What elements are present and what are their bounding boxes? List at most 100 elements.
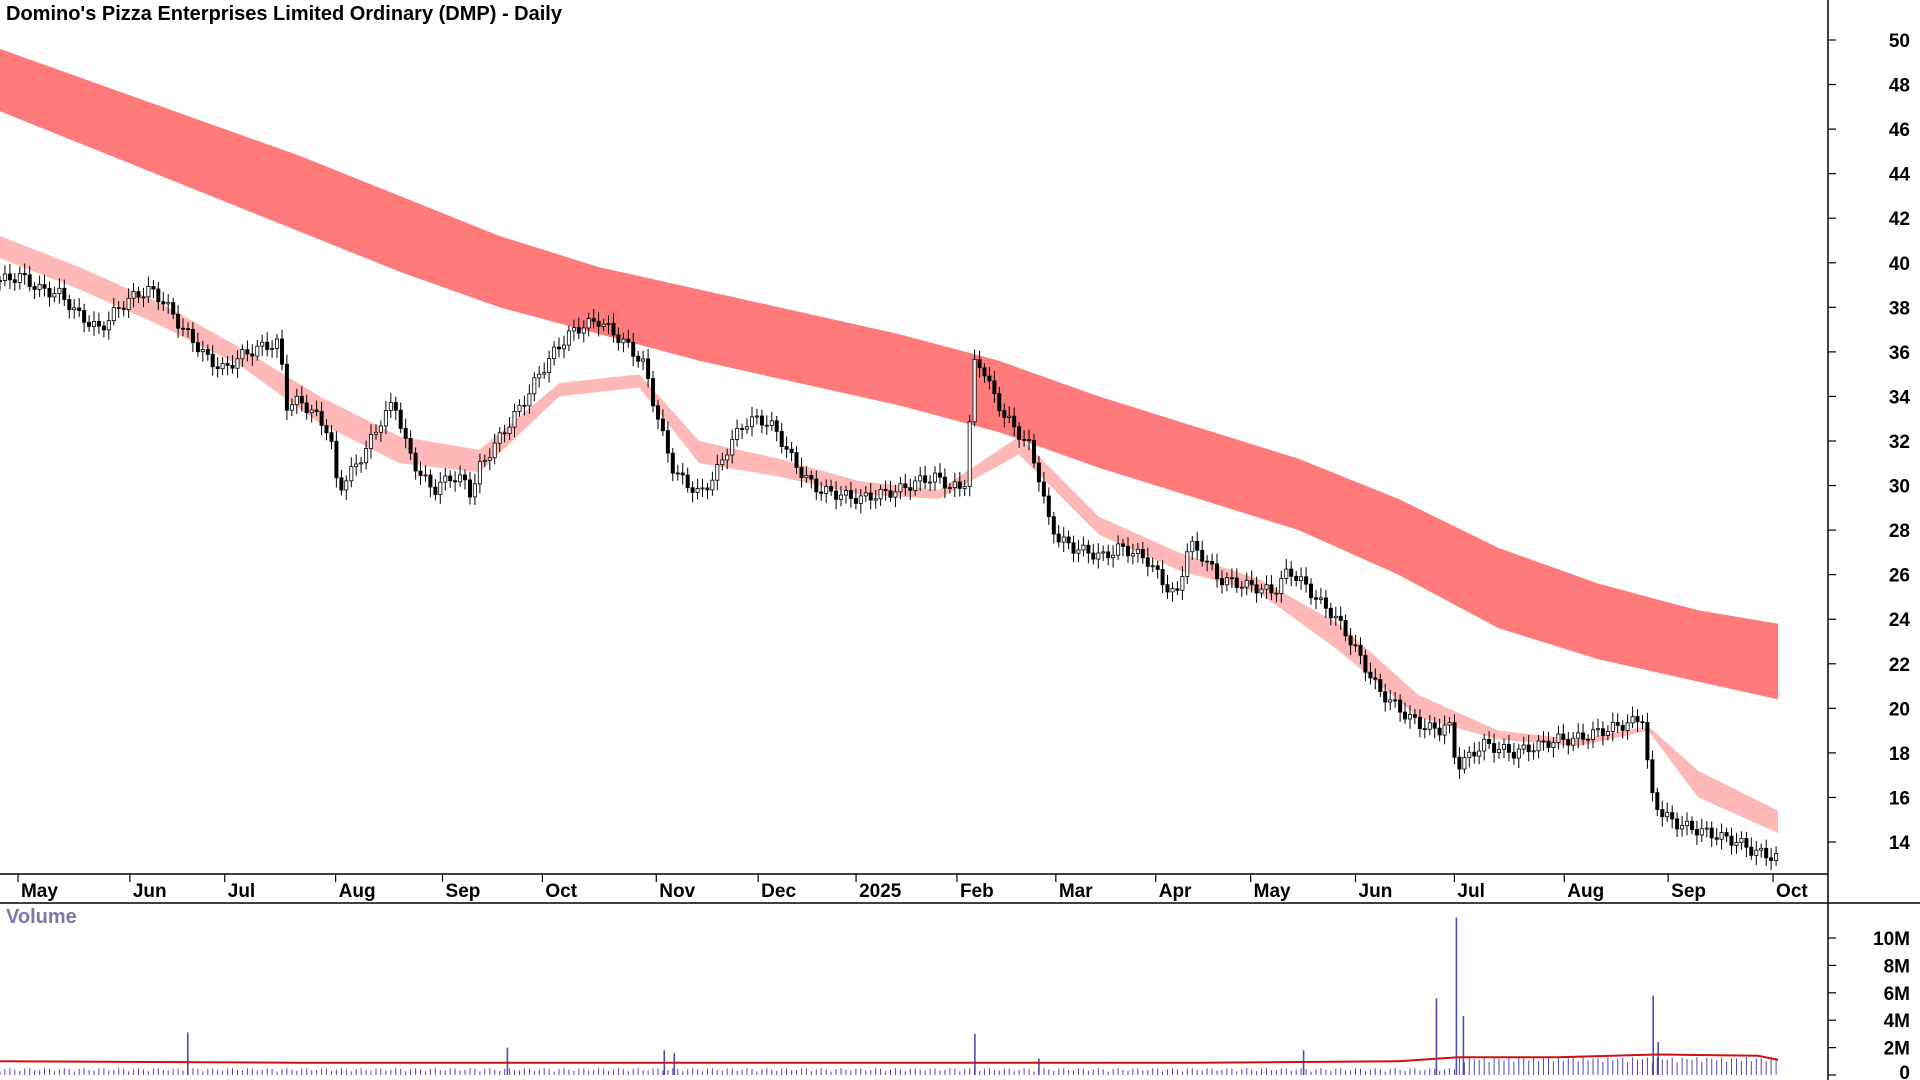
candle [1511, 743, 1516, 765]
candle-body [735, 428, 740, 440]
y-tick-label: 18 [1889, 744, 1910, 765]
candle-body [462, 474, 467, 481]
candle-body [1754, 849, 1759, 856]
candle [1027, 429, 1032, 451]
candle-body [1432, 722, 1437, 729]
candle [462, 469, 467, 490]
candle [1719, 823, 1724, 850]
candle [166, 294, 171, 314]
candle [1185, 543, 1190, 584]
x-tick-label: Nov [659, 881, 695, 902]
y-tick-label: 24 [1889, 610, 1911, 631]
candle [77, 298, 82, 317]
candle-body [77, 307, 82, 311]
candle [1239, 581, 1244, 597]
candle [190, 322, 195, 353]
candle [1497, 741, 1502, 759]
candle [1190, 536, 1195, 560]
candle-body [1190, 540, 1195, 553]
candle [344, 475, 349, 500]
candle [1680, 815, 1685, 837]
candle [1121, 538, 1126, 557]
candle [1398, 694, 1403, 722]
candle [1180, 566, 1185, 600]
candle-body [1724, 832, 1729, 837]
candle [1699, 818, 1704, 842]
candle-body [933, 472, 938, 483]
candle-body [314, 409, 319, 412]
candle [839, 486, 844, 507]
candle [1353, 634, 1358, 652]
candle [542, 362, 547, 379]
candle [547, 350, 552, 383]
y-tick-label: 46 [1889, 120, 1910, 141]
candle-body [1511, 751, 1516, 759]
candle-body [1749, 846, 1754, 856]
candle-body [176, 313, 181, 329]
candle [1442, 715, 1447, 745]
candle [1630, 706, 1635, 729]
candle [1012, 407, 1017, 436]
y-tick-label: 14 [1889, 833, 1911, 854]
vol-tick-label: 2M [1884, 1039, 1910, 1060]
candle-body [1145, 557, 1150, 567]
candle [403, 418, 408, 449]
candle [141, 287, 146, 308]
candle-body [1036, 462, 1041, 483]
candle [1081, 536, 1086, 557]
candle-body [1229, 577, 1234, 580]
candle [1323, 589, 1328, 618]
candle [388, 393, 393, 418]
candle [517, 399, 522, 417]
candle-body [92, 320, 97, 327]
candle-body [720, 459, 725, 465]
candle-body [512, 410, 517, 428]
candles-layer [0, 263, 1779, 870]
candle-body [997, 393, 1002, 412]
candle-body [1467, 751, 1472, 758]
candle-body [1610, 722, 1615, 732]
candle [1220, 570, 1225, 594]
candle [1244, 572, 1249, 596]
candle-body [1655, 792, 1660, 810]
candle-body [185, 328, 190, 331]
candle [1640, 715, 1645, 729]
candle-body [438, 481, 443, 495]
candle-body [1586, 738, 1591, 741]
candle [240, 344, 245, 367]
candle-body [1769, 857, 1774, 861]
candle [863, 486, 868, 502]
candle [1022, 430, 1027, 447]
candle-body [1343, 620, 1348, 637]
candle-body [1254, 584, 1259, 594]
candle [52, 286, 57, 303]
candle [265, 332, 270, 357]
candle [1650, 750, 1655, 802]
candle-body [1729, 835, 1734, 846]
candle [933, 466, 938, 491]
candle-body [1650, 759, 1655, 793]
candle [1284, 559, 1289, 585]
candle-body [106, 320, 111, 331]
candle-body [180, 327, 185, 330]
candle-body [1704, 827, 1709, 830]
candle [1586, 734, 1591, 749]
candle [146, 276, 151, 303]
candle-body [1714, 837, 1719, 840]
candle-body [1521, 744, 1526, 750]
candle [1690, 816, 1695, 835]
candle [1155, 560, 1160, 579]
candle [1526, 735, 1531, 762]
candle-body [1215, 563, 1220, 580]
candle [1249, 570, 1254, 593]
candle-body [1378, 679, 1383, 693]
candle [636, 351, 641, 368]
candle-body [819, 491, 824, 494]
candle-body [636, 355, 641, 362]
candle [992, 371, 997, 403]
candle-body [745, 426, 750, 430]
candle-body [562, 344, 567, 350]
candle [260, 334, 265, 357]
candle [1541, 731, 1546, 751]
candle-body [349, 466, 354, 482]
